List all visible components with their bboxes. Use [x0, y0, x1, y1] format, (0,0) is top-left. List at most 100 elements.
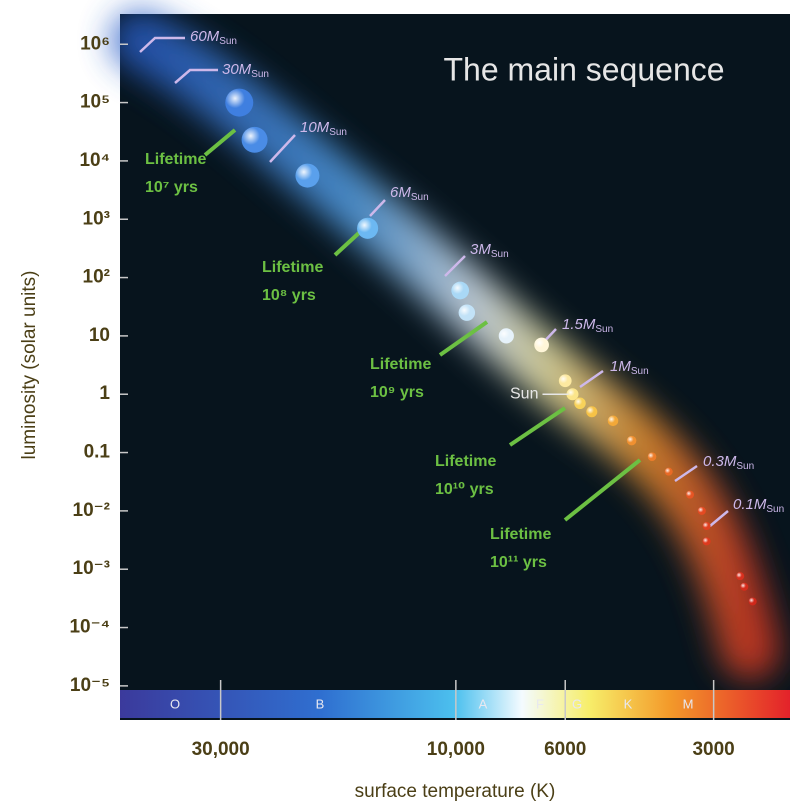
leader-line: [139, 36, 185, 53]
star-shine: [664, 467, 673, 476]
star-shine: [748, 597, 757, 606]
lifetime-label: Lifetime: [490, 526, 551, 543]
leader-line: [444, 255, 466, 277]
x-tick-label: 6000: [544, 739, 586, 760]
leader-line: [174, 68, 218, 84]
leader-line: [579, 369, 604, 389]
spectral-class: G: [572, 696, 582, 711]
mass-subscript: Sun: [595, 324, 613, 335]
y-tick-label: 10⁴: [79, 150, 110, 171]
y-tick-label: 1: [99, 383, 110, 404]
mass-subscript: Sun: [631, 366, 649, 377]
mass-subscript: Sun: [251, 69, 269, 80]
lifetime-label: Lifetime: [370, 356, 431, 373]
spectral-class: K: [624, 696, 633, 711]
y-tick-label: 10⁶: [80, 33, 110, 54]
mass-subscript: Sun: [491, 249, 509, 260]
annotations: 60MSun30MSun10MSun6MSun3MSun1.5MSun1MSun…: [139, 28, 784, 571]
lifetime-line: [508, 406, 567, 447]
star-shine: [498, 328, 514, 344]
mass-label: 0.3MSun: [703, 453, 754, 472]
mass-label: 10MSun: [300, 119, 347, 138]
mass-subscript: Sun: [329, 127, 347, 138]
mass-value: 10M: [300, 119, 330, 136]
star-shine: [586, 406, 598, 418]
lifetime-line: [438, 320, 489, 357]
mass-label: 30MSun: [222, 61, 269, 80]
mass-value: 1.5M: [562, 316, 596, 333]
y-tick-label: 10⁵: [80, 92, 110, 113]
x-axis-label: surface temperature (K): [355, 781, 556, 802]
y-tick-label: 10²: [83, 267, 110, 288]
star-shine: [736, 572, 745, 581]
star-shine: [241, 126, 268, 153]
leader-line: [709, 510, 729, 527]
star-shine: [357, 217, 379, 239]
mass-value: 1M: [610, 358, 631, 375]
star-shine: [574, 397, 586, 410]
main-sequence-band: [110, 10, 780, 680]
star-shine: [740, 582, 749, 591]
lifetime-line: [333, 230, 362, 257]
y-tick-label: 10: [89, 325, 110, 346]
mass-value: 3M: [470, 241, 491, 258]
y-tick-label: 10⁻⁴: [69, 617, 110, 638]
mass-value: 0.1M: [733, 496, 767, 513]
y-tick-label: 10⁻⁵: [70, 675, 110, 696]
lifetime-value: 10¹⁰ yrs: [435, 481, 494, 498]
star-shine: [558, 374, 572, 388]
lifetime-line: [203, 128, 237, 157]
star-shine: [702, 537, 711, 546]
lifetime-value: 10⁷ yrs: [145, 179, 198, 196]
sun-label: Sun: [510, 385, 538, 402]
star-shine: [647, 452, 657, 461]
star-shine: [451, 281, 470, 300]
star-shine: [295, 163, 320, 188]
spectral-class: F: [536, 696, 544, 711]
x-tick-label: 3000: [692, 739, 734, 760]
star-shine: [697, 506, 706, 515]
lifetime-value: 10¹¹ yrs: [490, 554, 547, 571]
y-axis-label: luminosity (solar units): [19, 271, 40, 460]
mass-label: 0.1MSun: [733, 496, 784, 515]
spectral-class: B: [316, 696, 325, 711]
lifetime-value: 10⁸ yrs: [262, 287, 316, 304]
lifetime-value: 10⁹ yrs: [370, 384, 424, 401]
x-tick-label: 10,000: [427, 739, 485, 760]
spectral-class: M: [683, 696, 694, 711]
leader-line: [269, 134, 296, 163]
lifetime-label: Lifetime: [435, 453, 496, 470]
star-shine: [607, 415, 619, 427]
y-tick-label: 0.1: [84, 442, 111, 463]
mass-label: 1.5MSun: [562, 316, 613, 335]
y-tick-label: 10³: [83, 208, 110, 229]
mass-label: 3MSun: [470, 241, 509, 260]
star-shine: [702, 522, 711, 531]
lifetime-label: Lifetime: [145, 151, 206, 168]
mass-label: 1MSun: [610, 358, 649, 377]
y-tick-label: 10⁻³: [73, 558, 111, 579]
star-shine: [534, 337, 549, 353]
mass-label: 6MSun: [390, 184, 429, 203]
mass-value: 0.3M: [703, 453, 737, 470]
star-shine: [686, 490, 695, 499]
star-shine: [566, 388, 579, 401]
spectral-class: O: [170, 696, 180, 711]
mass-value: 60M: [190, 28, 220, 45]
mass-subscript: Sun: [736, 461, 754, 472]
leader-line: [369, 199, 386, 217]
x-tick-label: 30,000: [192, 739, 250, 760]
spectral-bar: [120, 690, 790, 718]
mass-label: 60MSun: [190, 28, 237, 47]
spectral-class: A: [479, 696, 488, 711]
lifetime-line: [563, 458, 642, 522]
mass-subscript: Sun: [219, 36, 237, 47]
mass-subscript: Sun: [411, 192, 429, 203]
mass-subscript: Sun: [766, 504, 784, 515]
leader-line: [674, 464, 698, 483]
star-shine: [458, 304, 476, 321]
mass-value: 6M: [390, 184, 411, 201]
star-shine: [225, 88, 254, 117]
y-tick-label: 10⁻²: [73, 500, 111, 521]
chart-title: The main sequence: [443, 51, 724, 87]
